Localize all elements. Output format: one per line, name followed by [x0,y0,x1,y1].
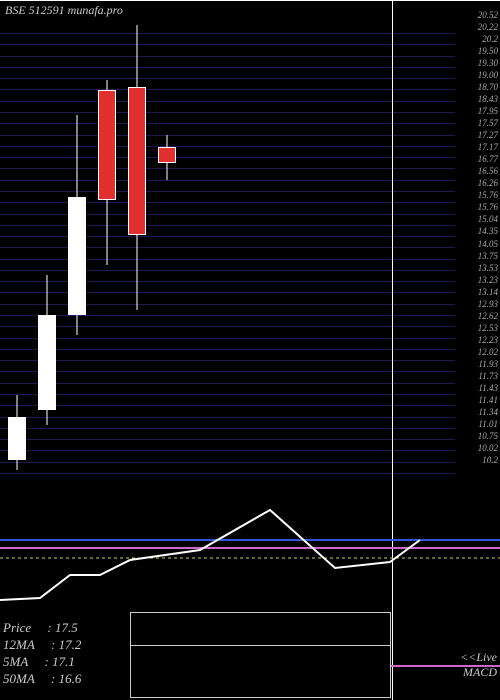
price-label: 13.75 [478,252,498,261]
candlestick-chart[interactable] [0,15,500,460]
price-label: 13.14 [478,288,498,297]
macd-panel[interactable] [0,485,500,605]
price-label: 11.41 [478,396,498,405]
info-line: Price : 17.5 [3,620,81,637]
top-border [0,0,500,1]
price-label: 11.43 [478,384,498,393]
price-label: 11.34 [478,408,498,417]
price-label: 19.50 [478,47,498,56]
price-label: 12.23 [478,336,498,345]
bottom-box [130,645,391,698]
info-line: 50MA : 16.6 [3,671,81,688]
bottom-pink-line [391,665,500,667]
price-label: 17.95 [478,107,498,116]
price-label: 19.00 [478,71,498,80]
info-line: 5MA : 17.1 [3,654,81,671]
price-label: 10.2 [482,456,498,465]
price-label: 12.93 [478,300,498,309]
price-label: 18.43 [478,95,498,104]
price-label: 11.01 [478,420,498,429]
price-label: 10.75 [478,432,498,441]
price-label: 17.17 [478,143,498,152]
price-label: 20.2 [482,35,498,44]
price-info-box: Price : 17.512MA : 17.25MA : 17.150MA : … [3,620,81,688]
price-label: 20.22 [478,23,498,32]
price-label: 11.93 [478,360,498,369]
price-label: 16.26 [478,179,498,188]
price-label: 13.53 [478,264,498,273]
price-label: 10.02 [478,444,498,453]
price-label: 12.53 [478,324,498,333]
price-scale: 20.5220.2220.219.5019.3019.0018.7018.431… [453,15,498,460]
price-label: 15.76 [478,203,498,212]
price-label: 14.05 [478,240,498,249]
macd-label: MACD [463,665,497,680]
live-label: <<Live [460,650,497,665]
price-label: 16.77 [478,155,498,164]
price-label: 15.76 [478,191,498,200]
price-label: 20.52 [478,11,498,20]
info-line: 12MA : 17.2 [3,637,81,654]
price-label: 19.30 [478,59,498,68]
price-label: 16.56 [478,167,498,176]
price-label: 17.57 [478,119,498,128]
price-label: 15.04 [478,215,498,224]
price-label: 13.23 [478,276,498,285]
chart-header: BSE 512591 munafa.pro [5,3,123,18]
price-label: 17.27 [478,131,498,140]
price-label: 12.02 [478,348,498,357]
price-label: 11.73 [478,372,498,381]
price-label: 12.62 [478,312,498,321]
price-label: 14.35 [478,227,498,236]
price-label: 18.70 [478,83,498,92]
chart-container: BSE 512591 munafa.pro 20.52 20.22 20.2 19.5… [0,0,500,700]
